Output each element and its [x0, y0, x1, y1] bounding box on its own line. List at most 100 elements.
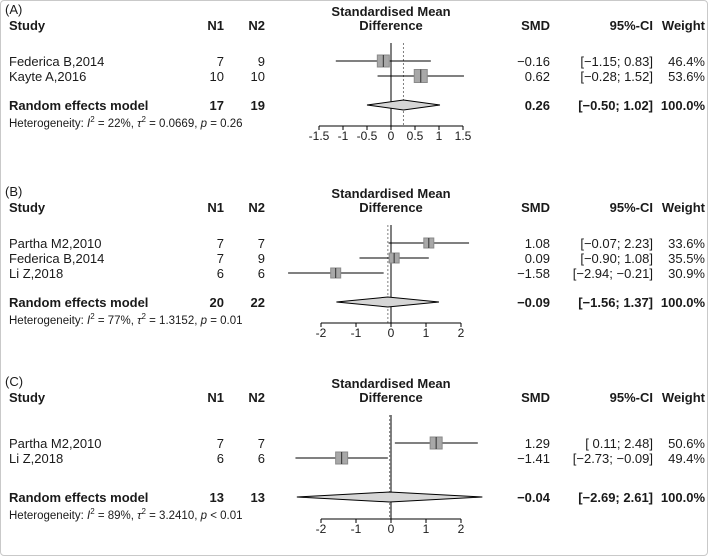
plot-title-line2: Difference: [359, 200, 423, 215]
pooled-row-smd: −0.09: [517, 295, 550, 310]
het-symbol: τ: [137, 314, 142, 327]
pooled-row-weight: 100.0%: [660, 295, 705, 310]
study-row-n1: 10: [209, 69, 224, 84]
column-header-weight: Weight: [661, 200, 705, 215]
column-header-n1: N1: [207, 390, 224, 405]
panel-label: (B): [5, 184, 23, 199]
het-text: = 3.2410,: [145, 509, 201, 522]
forest-plot-canvas-C: [295, 415, 483, 523]
panel-label: (C): [5, 374, 24, 389]
column-header-n2: N2: [248, 390, 265, 405]
het-text: = 0.26: [207, 117, 243, 130]
het-symbol: p: [200, 117, 208, 130]
het-symbol: τ: [137, 117, 142, 130]
study-row-weight: 53.6%: [668, 69, 705, 84]
het-superscript: 2: [90, 115, 95, 124]
study-row-smd: 1.08: [524, 236, 550, 251]
het-superscript: 2: [141, 312, 146, 321]
x-axis-tick-label: 2: [457, 326, 465, 340]
forest-panel-C: -2 -1 0 1 2 (C) Standardised Mean Difference Stu…: [1, 373, 707, 555]
het-text: Heterogeneity:: [9, 509, 87, 522]
het-text: = 77%,: [94, 314, 138, 327]
study-row-smd: 0.62: [524, 69, 550, 84]
pooled-diamond: [336, 296, 439, 308]
pooled-diamond: [296, 491, 483, 503]
het-text: = 89%,: [94, 509, 138, 522]
forest-plot-canvas-A: [318, 43, 464, 130]
het-superscript: 2: [90, 312, 95, 321]
study-row-n2: 10: [250, 69, 265, 84]
het-symbol: I: [87, 509, 91, 522]
column-header-n2: N2: [248, 18, 265, 33]
study-row-n1: 7: [216, 236, 224, 251]
pooled-row-n1: 13: [209, 490, 224, 505]
het-symbol: τ: [137, 509, 142, 522]
study-row-weight: 50.6%: [668, 436, 705, 451]
pooled-row-n1: 17: [209, 98, 224, 113]
column-header-study: Study: [9, 18, 46, 33]
column-header-ci: 95%-CI: [609, 390, 653, 405]
het-text: = 22%,: [94, 117, 138, 130]
column-header-ci: 95%-CI: [609, 200, 653, 215]
het-symbol: p: [200, 314, 208, 327]
het-symbol: I: [87, 117, 91, 130]
x-axis-tick-label: -0.5: [356, 129, 378, 143]
het-superscript: 2: [141, 507, 146, 516]
het-symbol: I: [87, 314, 91, 327]
pooled-row-smd: 0.26: [524, 98, 550, 113]
heterogeneity-note: Heterogeneity: I2 = 77%, τ2 = 1.3152, p …: [9, 310, 243, 328]
x-axis-tick-label: 0.5: [406, 129, 424, 143]
column-header-n1: N1: [207, 200, 224, 215]
plot-title-line1: Standardised Mean: [331, 376, 451, 391]
x-axis-tick-label: -1.5: [308, 129, 330, 143]
study-row-name: Kayte A,2016: [9, 69, 87, 84]
study-row-smd: 0.09: [524, 251, 550, 266]
x-axis-tick-label: -1: [350, 522, 362, 536]
forest-panel-B: -2 -1 0 1 2 (B) Standardised Mean Difference Stu…: [1, 183, 707, 373]
study-row-n2: 9: [257, 251, 265, 266]
x-axis-tick-label: -2: [315, 326, 327, 340]
study-row-n2: 7: [257, 236, 265, 251]
study-row-smd: −1.41: [517, 451, 550, 466]
column-header-study: Study: [9, 200, 46, 215]
study-row-name: Partha M2,2010: [9, 236, 102, 251]
x-axis-tick-label: 1: [435, 129, 443, 143]
study-row-smd: −0.16: [517, 54, 550, 69]
het-text: = 0.01: [207, 314, 243, 327]
column-header-weight: Weight: [661, 390, 705, 405]
pooled-row-n2: 13: [250, 490, 265, 505]
x-axis-tick-label: 1.5: [454, 129, 472, 143]
x-axis-tick-label: 2: [457, 522, 465, 536]
column-header-smd: SMD: [521, 18, 550, 33]
plot-title-line1: Standardised Mean: [331, 4, 451, 19]
column-header-smd: SMD: [521, 200, 550, 215]
column-header-ci: 95%-CI: [609, 18, 653, 33]
study-row-ci: [−0.28; 1.52]: [580, 69, 653, 84]
pooled-row-name: Random effects model: [9, 490, 149, 505]
x-axis-tick-label: 1: [422, 326, 430, 340]
forest-panel-A: -1.5 -1 -0.5 0 0.5 1 1.5 (A) Standardised Mean Di…: [1, 1, 707, 183]
x-axis-tick-label: -1: [337, 129, 349, 143]
study-row-ci: [−2.73; −0.09]: [572, 451, 653, 466]
study-row-ci: [ 0.11; 2.48]: [585, 436, 653, 451]
pooled-row-name: Random effects model: [9, 295, 149, 310]
study-row-n1: 6: [216, 451, 224, 466]
x-axis-tick-label: 0: [387, 326, 395, 340]
column-header-n2: N2: [248, 200, 265, 215]
study-row-smd: −1.58: [517, 266, 550, 281]
study-row-weight: 49.4%: [668, 451, 705, 466]
study-row-n1: 7: [216, 436, 224, 451]
study-row-weight: 35.5%: [668, 251, 705, 266]
plot-title-line1: Standardised Mean: [331, 186, 451, 201]
pooled-row-n1: 20: [209, 295, 224, 310]
plot-title-line2: Difference: [359, 18, 423, 33]
x-axis-tick-label: -1: [350, 326, 362, 340]
x-axis-tick-label: -2: [315, 522, 327, 536]
plot-title-line2: Difference: [359, 390, 423, 405]
x-axis-tick-label: 0: [387, 522, 395, 536]
x-axis-tick-label: 1: [422, 522, 430, 536]
column-header-study: Study: [9, 390, 46, 405]
het-text: < 0.01: [207, 509, 243, 522]
study-row-n2: 9: [257, 54, 265, 69]
study-row-smd: 1.29: [524, 436, 550, 451]
